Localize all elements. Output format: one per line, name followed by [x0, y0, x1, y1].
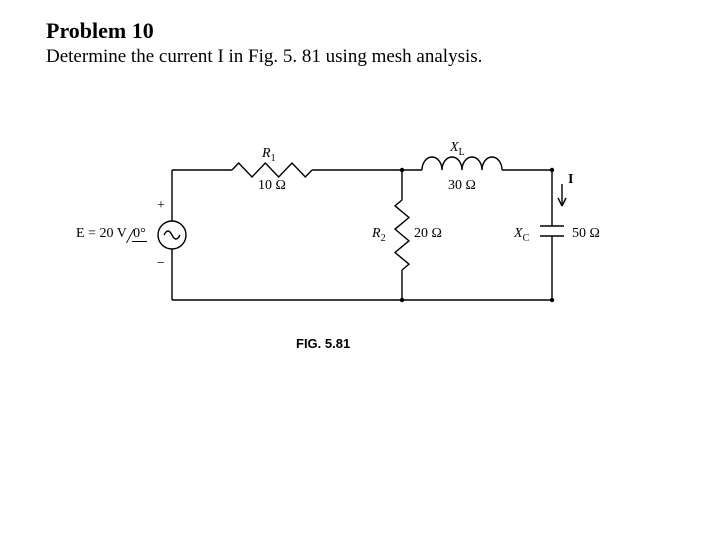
- r1-name: R1: [262, 146, 276, 164]
- xc-name: XC: [514, 226, 529, 244]
- r2-name: R2: [372, 226, 386, 244]
- source-text: E = 20 V: [76, 226, 127, 241]
- xl-name: XL: [450, 140, 465, 158]
- r2-value: 20 Ω: [414, 226, 442, 242]
- circuit-svg: [112, 140, 612, 340]
- source-plus: +: [157, 198, 165, 214]
- source-label: E = 20 V 0°: [76, 226, 147, 242]
- figure-caption: FIG. 5.81: [296, 336, 350, 351]
- circuit-figure: E = 20 V 0° + − R1 10 Ω XL 30 Ω I R2 20 …: [112, 140, 612, 380]
- problem-title: Problem 10: [46, 18, 154, 44]
- xc-value: 50 Ω: [572, 226, 600, 242]
- r1-value: 10 Ω: [258, 178, 286, 194]
- problem-statement: Determine the current I in Fig. 5. 81 us…: [46, 46, 482, 68]
- source-minus: −: [157, 256, 165, 272]
- current-label: I: [568, 172, 573, 188]
- xl-value: 30 Ω: [448, 178, 476, 194]
